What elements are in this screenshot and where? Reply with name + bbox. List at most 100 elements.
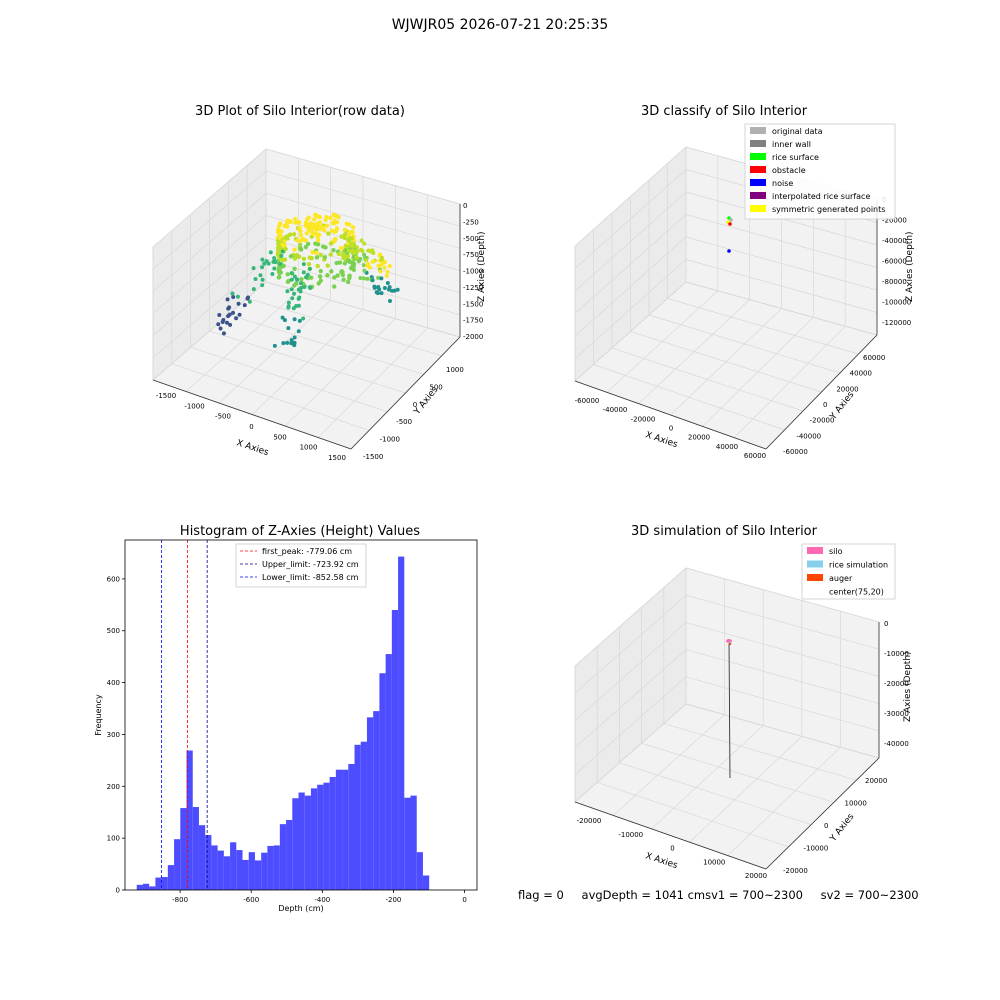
legend-label: original data xyxy=(772,127,823,136)
z-tick-label: 0 xyxy=(884,620,888,628)
wall-point xyxy=(350,260,356,265)
surface-point xyxy=(382,260,387,265)
wall-point xyxy=(335,273,340,278)
histogram-bar xyxy=(286,820,293,890)
surface-point xyxy=(292,317,297,322)
top-point xyxy=(298,228,303,234)
legend-label: Lower_limit: -852.58 cm xyxy=(262,573,359,582)
legend-swatch xyxy=(807,560,823,568)
surface-point xyxy=(377,287,382,292)
surface-point xyxy=(262,261,267,266)
panel3-title: Histogram of Z-Axies (Height) Values xyxy=(179,524,421,539)
panel1-point-cloud xyxy=(216,212,400,348)
wall-point xyxy=(305,241,311,247)
wall-point xyxy=(277,223,282,229)
histogram-bar xyxy=(192,807,199,890)
top-point xyxy=(313,212,318,218)
histogram-bar xyxy=(292,798,299,890)
surface-point xyxy=(387,298,392,303)
class-point xyxy=(727,249,731,253)
surface-point xyxy=(290,296,295,301)
x-tick-label: -1500 xyxy=(156,392,176,400)
histogram-bar xyxy=(298,792,305,890)
wall-point xyxy=(318,268,323,274)
x-tick-label: 20000 xyxy=(745,872,767,880)
status-footer: flag = 0 avgDepth = 1041 cmsv1 = 700~230… xyxy=(518,888,933,902)
z-tick-label: 0 xyxy=(463,202,467,210)
histogram-bar xyxy=(329,776,336,890)
grid-line xyxy=(574,594,687,694)
panel1-tick-labels: -1500 -1000 -500 0 500 1000 1500 -1500 -1000 -500… xyxy=(156,202,484,462)
axis-line xyxy=(574,801,767,870)
histogram-x-axis-label: Depth (cm) xyxy=(278,904,323,913)
wall-point xyxy=(308,275,314,280)
x-tick-label: 1500 xyxy=(328,454,346,462)
surface-point xyxy=(247,299,252,304)
grid-line xyxy=(619,762,812,825)
wall-point xyxy=(276,269,282,275)
surface-point xyxy=(359,238,364,243)
legend-label: symmetric generated points xyxy=(772,205,885,214)
wall-point xyxy=(295,238,300,243)
surface-point xyxy=(382,286,387,291)
surface-point xyxy=(272,343,277,348)
wall-point xyxy=(328,241,334,246)
histogram-bar xyxy=(242,859,249,890)
histogram-bar xyxy=(149,886,156,890)
histogram-axes-frame xyxy=(124,539,478,891)
histogram-bar xyxy=(174,839,181,890)
surface-point xyxy=(260,283,265,288)
histogram-bar xyxy=(385,654,392,890)
x-tick-label: -1000 xyxy=(184,402,204,410)
x-tick-label: 20000 xyxy=(688,434,710,442)
x-tick-label: -500 xyxy=(215,413,231,421)
histogram-bar xyxy=(354,744,361,890)
axis-line xyxy=(765,757,880,870)
wall-point xyxy=(325,273,330,278)
histogram-bar xyxy=(217,850,224,890)
histogram-bar xyxy=(198,825,206,890)
top-point xyxy=(350,225,356,230)
surface-point xyxy=(260,277,265,282)
z-tick-label: -500 xyxy=(463,235,479,243)
histogram-bar xyxy=(366,717,374,890)
histogram-bar xyxy=(236,850,243,890)
wall-point xyxy=(294,253,300,258)
histogram-bar xyxy=(404,797,411,890)
surface-point xyxy=(281,341,286,346)
surface-point xyxy=(230,291,235,296)
grid-line xyxy=(667,298,859,355)
surface-point xyxy=(354,255,359,260)
y-tick-label: 600 xyxy=(107,575,120,583)
surface-point xyxy=(236,301,241,306)
wall-point xyxy=(337,260,343,265)
grid-line xyxy=(152,170,267,270)
wall-point xyxy=(351,264,356,269)
wall-point xyxy=(320,244,326,249)
histogram-bar xyxy=(342,769,349,890)
y-tick-label: 20000 xyxy=(836,385,858,393)
class-point xyxy=(729,218,733,222)
x-tick-label: -40000 xyxy=(603,406,628,414)
surface-point xyxy=(282,318,287,323)
grid-line xyxy=(685,676,880,732)
x-tick-label: 0 xyxy=(670,845,674,853)
surface-point xyxy=(346,248,351,253)
panel4-tick-labels: -20000 -10000 0 10000 20000 -20000 -10000 0 1000… xyxy=(577,620,909,880)
grid-line xyxy=(265,148,461,205)
histogram-bar xyxy=(398,556,405,890)
wall-point xyxy=(318,252,323,258)
grid-line xyxy=(685,594,880,650)
surface-point xyxy=(292,291,297,296)
grid-line xyxy=(574,676,687,776)
surface-point xyxy=(387,263,392,268)
top-point xyxy=(317,220,322,225)
histogram-bars xyxy=(136,556,430,890)
z-tick-label: -250 xyxy=(463,218,479,226)
surface-point xyxy=(362,268,367,273)
surface-point xyxy=(279,253,284,258)
histogram-bar xyxy=(223,856,231,890)
